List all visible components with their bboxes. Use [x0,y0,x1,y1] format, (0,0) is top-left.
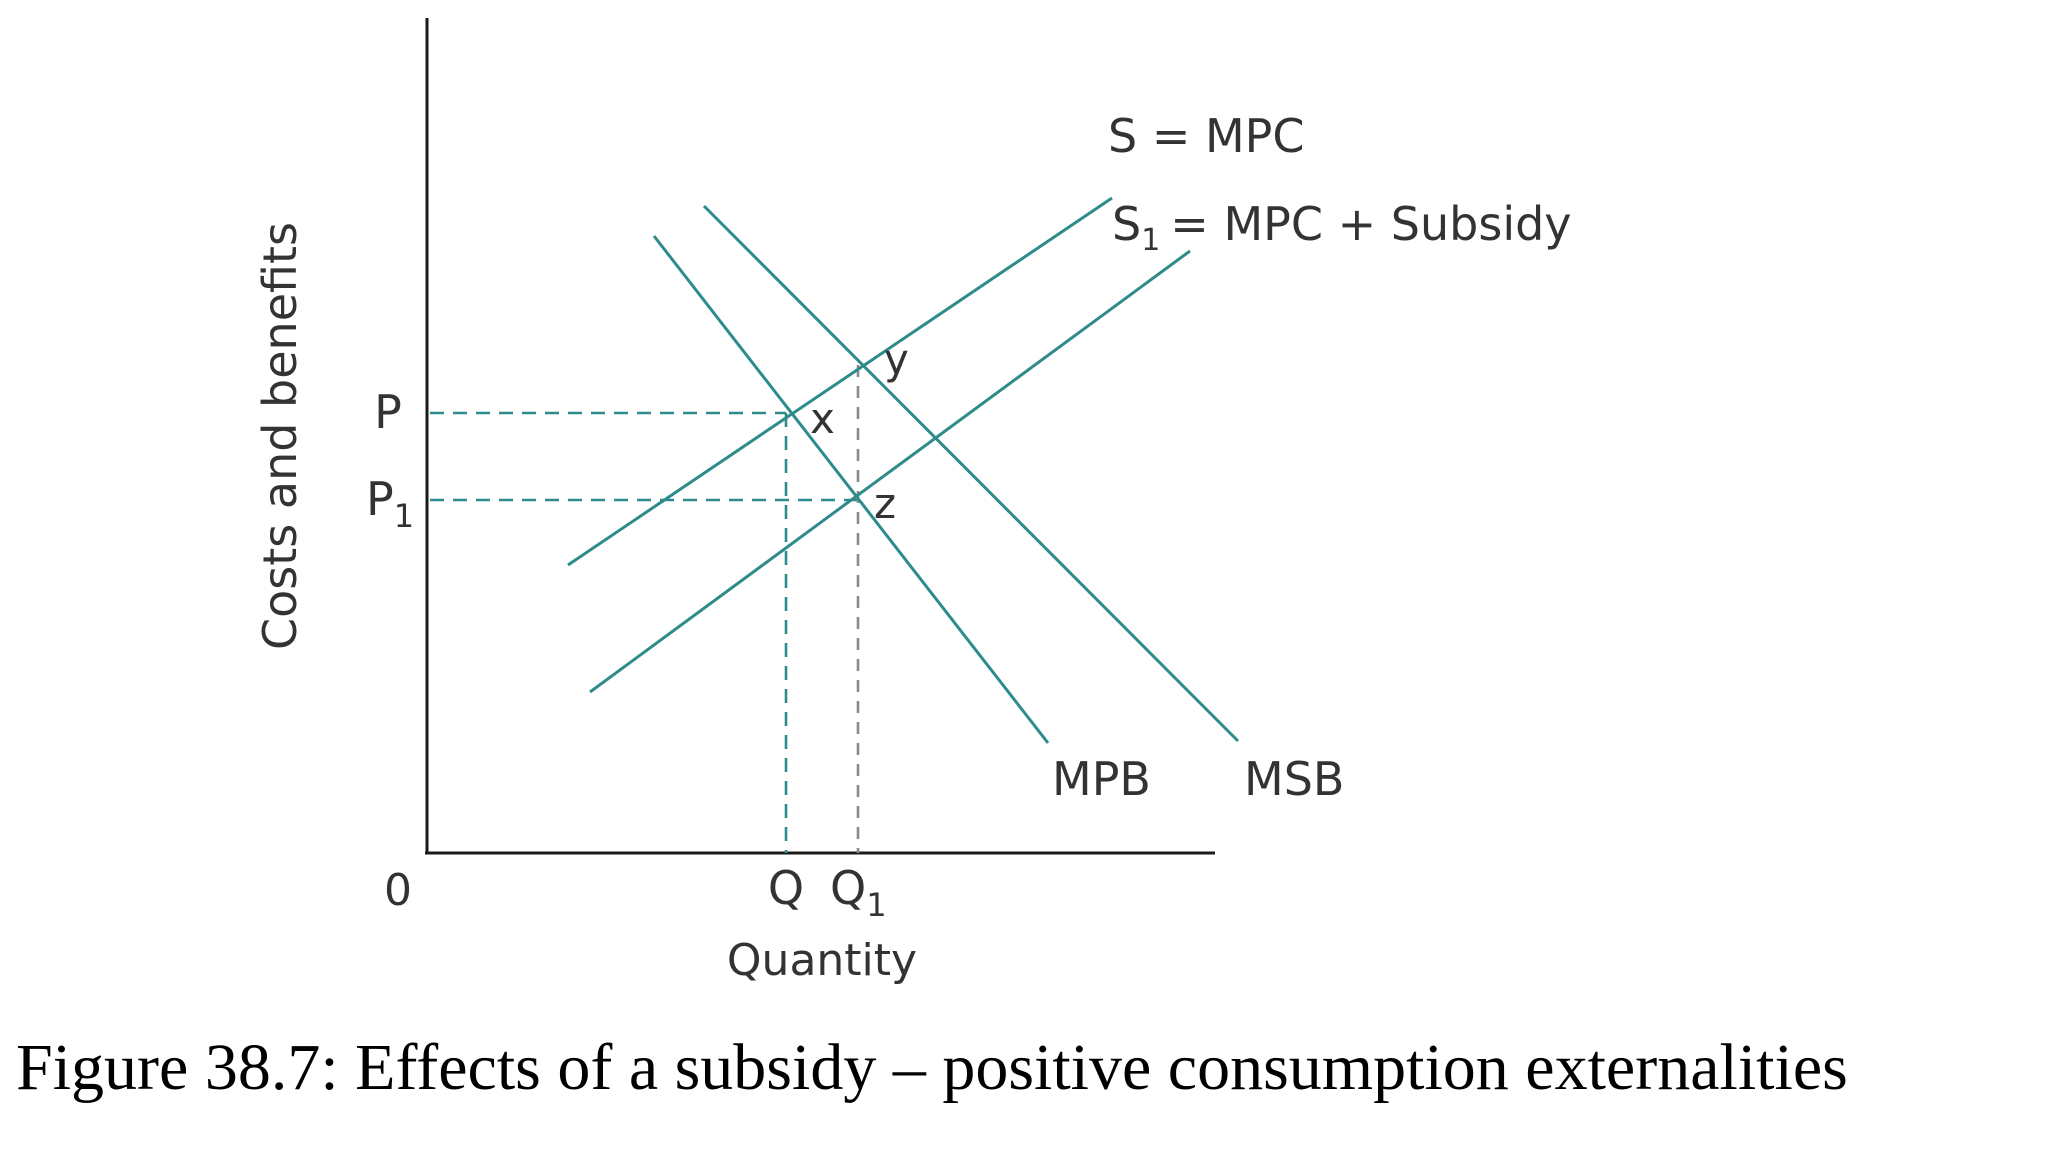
s1-subscript: 1 [1141,223,1160,258]
quantity-q1-label: Q1 [830,861,887,924]
s-mpc-label: S = MPC [1108,109,1305,163]
msb-curve [702,204,1240,743]
point-x-label: x [810,394,835,443]
s1-mpc-subsidy-curve [589,249,1191,694]
y-axis-label: Costs and benefits [253,222,307,650]
mpb-label: MPB [1052,752,1151,806]
point-y-label: y [884,335,909,384]
figure-caption: Figure 38.7: Effects of a subsidy – posi… [16,1031,1848,1104]
quantity-q1-subscript: 1 [866,886,886,924]
s-mpc-curve [567,196,1113,567]
quantity-q-label: Q [768,861,804,915]
mpb-curve [652,235,1050,744]
msb-label: MSB [1244,752,1344,806]
point-z-label: z [874,479,896,528]
price-p1-base: P [366,472,394,526]
origin-label: 0 [384,865,412,916]
x-axis-label: Quantity [727,935,917,986]
price-p-label: P [374,385,402,439]
price-p1-label: P1 [366,472,414,535]
price-p1-subscript: 1 [394,497,414,535]
s1-rest: = MPC + Subsidy [1170,197,1571,251]
quantity-q1-base: Q [830,861,866,915]
s1-base: S [1112,197,1141,251]
s1-label: S1 = MPC + Subsidy [1112,197,1572,258]
